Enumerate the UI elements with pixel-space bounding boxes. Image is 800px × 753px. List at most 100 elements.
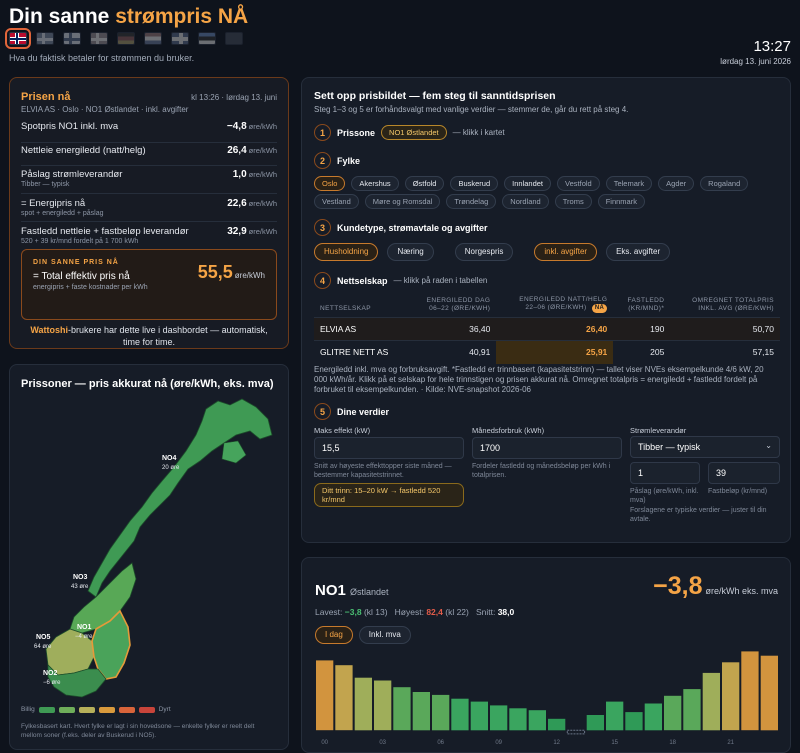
flag-dk-icon[interactable] <box>90 32 108 45</box>
max-effect-input[interactable]: 15,5 <box>314 437 464 459</box>
promo-text: Wattoshi-brukere har dette live i dashbo… <box>30 325 268 347</box>
tab-incl-vat[interactable]: Inkl. mva <box>358 626 411 644</box>
county-chip[interactable]: Buskerud <box>450 176 499 191</box>
price-bar-10[interactable] <box>509 708 527 731</box>
county-row-1: Oslo Akershus Østfold Buskerud Innlandet… <box>314 176 749 191</box>
option-excl-taxes[interactable]: Eks. avgifter <box>606 243 671 261</box>
legend-high-label: Dyrt <box>158 706 171 713</box>
price-row-value: 26,4 øre/kWh <box>227 145 277 156</box>
option-business[interactable]: Næring <box>387 243 434 261</box>
map-zone-no4[interactable] <box>87 398 273 598</box>
price-row-sub: Tibber — typisk <box>21 181 70 188</box>
map-zone-no2[interactable] <box>47 664 107 698</box>
price-row: Fastledd nettleie + fastbeløp leverandør… <box>21 223 277 248</box>
usage-label: Månedsforbruk (kWh) <box>472 426 545 435</box>
current-price: −3,8 øre/kWh eks. mva <box>653 572 778 600</box>
county-chip[interactable]: Vestfold <box>557 176 600 191</box>
county-chip[interactable]: Østfold <box>404 176 445 191</box>
price-bar-17[interactable] <box>644 703 662 731</box>
county-row-2: Vestland Møre og Romsdal Trøndelag Nordl… <box>314 194 645 209</box>
price-bar-19[interactable] <box>683 689 701 731</box>
price-bar-13[interactable] <box>566 729 586 735</box>
price-row-value: −4,8 øre/kWh <box>226 121 277 132</box>
map-price-no1: −4 øre <box>75 634 93 640</box>
map-county[interactable] <box>221 440 247 464</box>
price-row-label: Fastledd nettleie + fastbeløp leverandør <box>21 226 189 237</box>
supplier-select[interactable]: Tibber — typisk ⌄ <box>630 436 780 458</box>
price-bar-02[interactable] <box>354 677 372 731</box>
county-chip[interactable]: Rogaland <box>700 176 749 191</box>
price-bar-09[interactable] <box>490 705 508 731</box>
flag-fi-icon[interactable] <box>63 32 81 45</box>
promo-brand-link[interactable]: Wattoshi <box>30 325 69 335</box>
price-bar-08[interactable] <box>470 701 488 731</box>
price-bar-05[interactable] <box>412 692 430 731</box>
flag-ee-icon[interactable] <box>198 32 216 45</box>
step-title: Fylke <box>337 155 361 166</box>
supplier-hint: Forslagene er typiske verdier — juster t… <box>630 507 767 523</box>
county-chip[interactable]: Vestland <box>314 194 359 209</box>
norway-map: NO4 20 øre NO3 43 øre NO5 64 øre NO1 −4 … <box>34 398 273 698</box>
price-bar-21[interactable] <box>722 662 740 731</box>
price-bar-18[interactable] <box>664 695 682 731</box>
table-row[interactable]: ELVIA AS 36,40 26,40 190 50,70 <box>314 317 780 341</box>
price-bar-11[interactable] <box>528 710 546 731</box>
supplier-label: Strømleverandør <box>630 426 687 435</box>
price-bar-01[interactable] <box>335 665 353 731</box>
county-chip[interactable]: Innlandet <box>504 176 552 191</box>
flag-gb-icon[interactable] <box>171 32 189 45</box>
map-price-no4: 20 øre <box>162 465 180 471</box>
usage-input[interactable]: 1700 <box>472 437 622 459</box>
map-zone-no1[interactable] <box>91 609 131 680</box>
price-bar-20[interactable] <box>702 672 720 731</box>
flag-se-icon[interactable] <box>36 32 54 45</box>
option-incl-taxes[interactable]: inkl. avgifter <box>534 243 598 261</box>
county-chip[interactable]: Trøndelag <box>446 194 497 209</box>
chart-tabs: I dag Inkl. mva <box>315 626 411 644</box>
county-chip[interactable]: Telemark <box>605 176 653 191</box>
price-bar-07[interactable] <box>451 698 469 731</box>
price-bar-22[interactable] <box>741 651 759 731</box>
column-header: ENERGILEDD NATT/HELG 22–06 (ØRE/KWH) NÅ <box>519 296 608 313</box>
price-bar-06[interactable] <box>432 694 450 731</box>
zone-chip[interactable]: NO1 Østlandet <box>381 125 447 140</box>
option-household[interactable]: Husholdning <box>314 243 379 261</box>
monthly-fee-input[interactable]: 39 <box>708 462 780 484</box>
price-bar-23[interactable] <box>760 655 778 731</box>
county-chip[interactable]: Akershus <box>351 176 399 191</box>
price-bar-03[interactable] <box>374 680 392 731</box>
clock-time: 13:27 <box>753 38 791 55</box>
column-header: FASTLEDD (KR/MND)* <box>627 297 665 312</box>
county-chip[interactable]: Agder <box>658 176 695 191</box>
step-number: 5 <box>314 403 331 420</box>
total-value: 55,5 øre/kWh <box>197 262 265 282</box>
map-legend: Billig Dyrt <box>21 706 171 713</box>
table-row[interactable]: GLITRE NETT AS 40,91 25,91 205 57,15 <box>314 340 780 364</box>
step-title: Prissone <box>337 127 376 138</box>
price-row: = Energipris nå spot + energiledd + påsl… <box>21 195 277 222</box>
county-chip[interactable]: Troms <box>554 194 592 209</box>
price-bar-16[interactable] <box>625 712 643 731</box>
price-bar-00[interactable] <box>316 660 334 731</box>
price-row-label: Nettleie energiledd (natt/helg) <box>21 145 146 156</box>
zone-price-chart-card: NO1 Østlandet −3,8 øre/kWh eks. mva Laves… <box>301 557 791 753</box>
option-norgespris[interactable]: Norgespris <box>454 243 514 261</box>
price-bar-04[interactable] <box>393 687 411 731</box>
monthly-fee-hint: Fastbeløp (kr/mnd) <box>708 488 768 495</box>
cell-night: 26,40 <box>496 317 614 341</box>
tab-today[interactable]: I dag <box>315 626 353 644</box>
county-chip[interactable]: Finnmark <box>597 194 645 209</box>
step-5: 5 Dine verdier <box>314 403 389 420</box>
flag-nl-icon[interactable] <box>144 32 162 45</box>
markup-input[interactable]: 1 <box>630 462 700 484</box>
flag-other-icon[interactable] <box>225 32 243 45</box>
county-chip[interactable]: Møre og Romsdal <box>364 194 441 209</box>
county-chip[interactable]: Nordland <box>502 194 549 209</box>
price-bar-12[interactable] <box>548 718 566 731</box>
price-bar-15[interactable] <box>606 701 624 731</box>
flag-de-icon[interactable] <box>117 32 135 45</box>
step-number: 2 <box>314 152 331 169</box>
flag-no-icon[interactable] <box>5 28 31 49</box>
county-chip[interactable]: Oslo <box>314 176 346 191</box>
price-bar-14[interactable] <box>586 715 604 731</box>
